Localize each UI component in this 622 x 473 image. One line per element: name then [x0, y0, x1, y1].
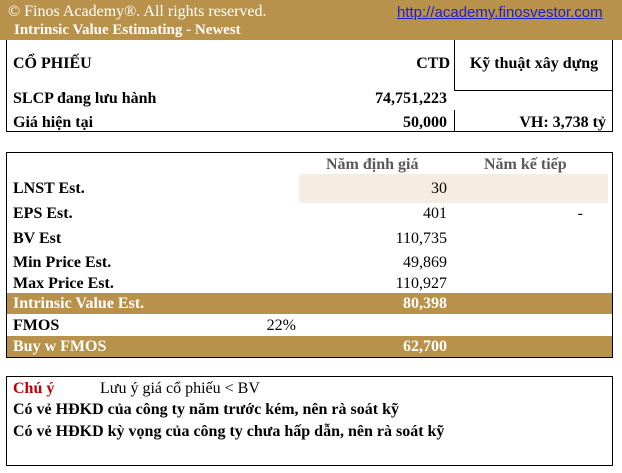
row-label-min-price: Min Price Est. [13, 254, 112, 271]
summary-divider [454, 40, 455, 91]
notes-second: Có vẻ HĐKD của công ty năm trước kém, nê… [13, 401, 399, 418]
row-next-eps: - [577, 205, 583, 222]
price-value: 50,000 [403, 114, 447, 131]
col-current-header: Năm định giá [326, 156, 419, 173]
summary-box [6, 40, 613, 132]
price-label: Giá hiện tại [13, 114, 94, 131]
notes-box [6, 376, 613, 466]
row-current-max-price: 110,927 [395, 275, 447, 292]
intrinsic-row-bar [7, 293, 612, 314]
row-label-bv: BV Est [13, 230, 62, 247]
shares-value: 74,751,223 [375, 90, 447, 107]
sector: Kỹ thuật xây dựng [469, 55, 599, 72]
buy-label: Buy w FMOS [13, 338, 107, 355]
market-cap: VH: 3,738 tỷ [519, 114, 606, 131]
row-label-eps: EPS Est. [13, 205, 73, 222]
academy-link[interactable]: http://academy.finosvestor.com [397, 4, 603, 21]
valuation-box [6, 152, 613, 358]
highlight-band [299, 174, 608, 203]
page-title: Intrinsic Value Estimating - Newest [14, 22, 241, 38]
ticker: CTD [416, 55, 450, 72]
notes-first: Lưu ý giá cổ phiếu < BV [100, 380, 260, 397]
summary-divider-lower [454, 110, 455, 132]
row-current-bv: 110,735 [395, 230, 447, 247]
stock-label: CỔ PHIẾU [13, 55, 92, 72]
buy-row-bar [7, 336, 612, 357]
summary-hline [454, 90, 613, 91]
row-current-lnst: 30 [431, 180, 447, 197]
row-label-lnst: LNST Est. [13, 180, 85, 197]
row-current-eps: 401 [423, 205, 447, 222]
notes-title: Chú ý [13, 380, 55, 397]
header-bar [0, 0, 622, 40]
row-current-min-price: 49,869 [403, 254, 447, 271]
fmos-value: 22% [266, 317, 296, 334]
notes-third: Có vẻ HĐKD kỳ vọng của công ty chưa hấp … [13, 423, 445, 440]
fmos-label: FMOS [13, 317, 60, 334]
intrinsic-value: 80,398 [403, 295, 447, 312]
shares-label: SLCP đang lưu hành [13, 90, 157, 107]
copyright-text: © Finos Academy®. All rights reserved. [8, 3, 267, 20]
buy-value: 62,700 [403, 338, 447, 355]
intrinsic-label: Intrinsic Value Est. [13, 295, 145, 312]
col-next-header: Năm kế tiếp [484, 156, 567, 173]
row-label-max-price: Max Price Est. [13, 275, 114, 292]
